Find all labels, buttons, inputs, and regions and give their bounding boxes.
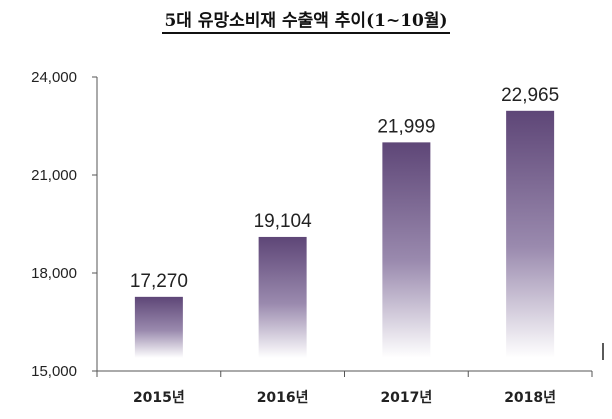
bar-4 [506,110,555,358]
axes: 15,000 18,000 21,000 24,000 [31,69,604,380]
bar-3 [382,142,431,358]
bars [134,110,555,358]
data-label-2: 19,104 [254,211,313,232]
data-label-3: 21,999 [377,116,435,137]
x-tick-label-2: 2016년 [257,390,309,406]
chart-title-text: 5대 유망소비재 수출액 추이(1~10월) [162,11,450,34]
chart-title: 5대 유망소비재 수출액 추이(1~10월) [0,6,612,34]
bar-1 [134,296,183,358]
y-tick-label: 18,000 [31,265,77,282]
x-tick-label-4: 2018년 [504,390,556,406]
y-tick-label: 21,000 [31,167,77,184]
labels: 17,270 2015년 19,104 2016년 21,999 2017년 22,965 2… [130,85,559,406]
x-tick-label-1: 2015년 [133,390,185,406]
y-tick-label: 24,000 [31,69,77,86]
y-tick-label: 15,000 [31,363,77,380]
x-tick-label-3: 2017년 [380,390,432,406]
bar-2 [258,236,307,358]
data-label-4: 22,965 [501,85,559,106]
data-label-1: 17,270 [130,271,188,292]
